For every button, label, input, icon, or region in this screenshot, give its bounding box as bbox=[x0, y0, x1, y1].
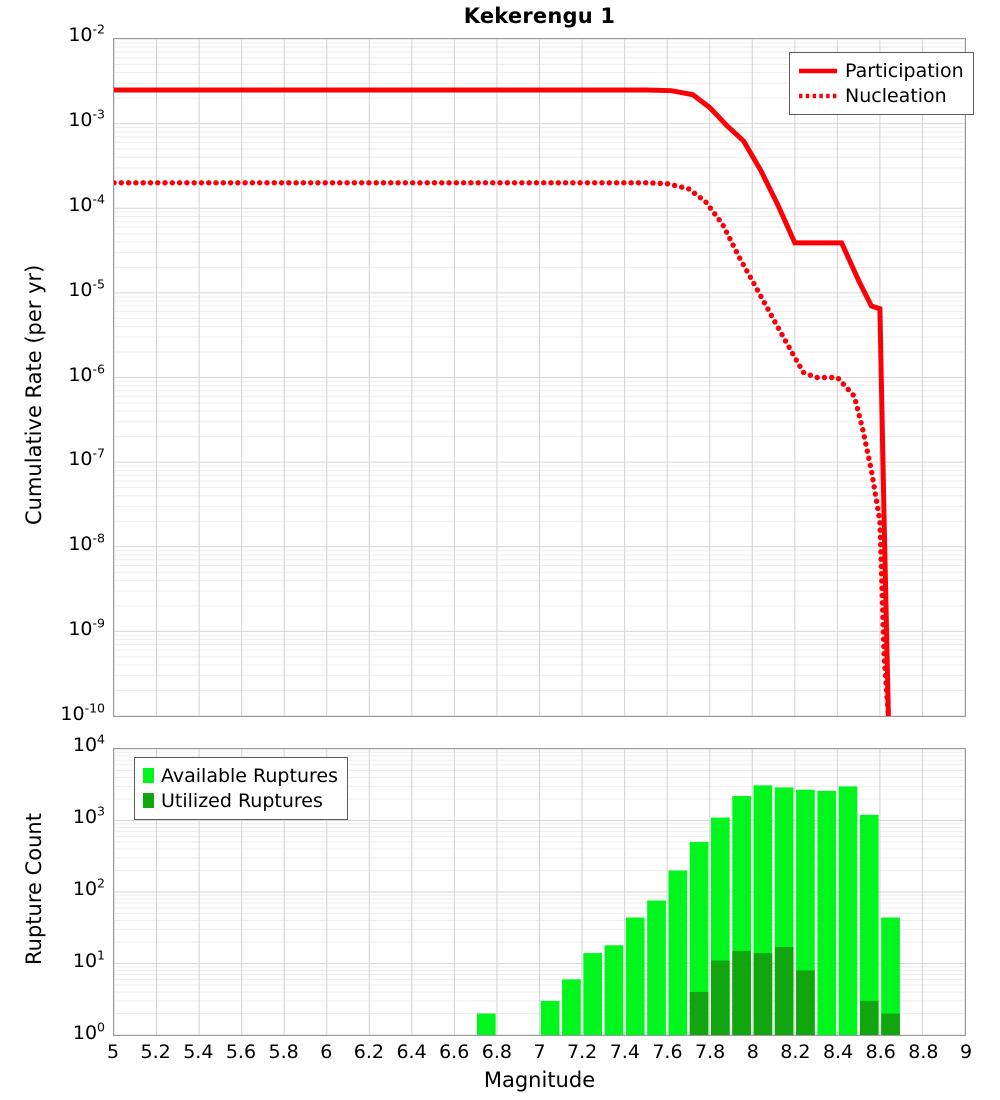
y-tick-label-bottom: 103 bbox=[72, 803, 105, 828]
bar-available-ruptures bbox=[817, 790, 837, 1035]
legend-cumulative-rate: Participation Nucleation bbox=[789, 52, 974, 115]
y-tick-label-bottom: 102 bbox=[72, 875, 105, 900]
bar-available-ruptures bbox=[476, 1013, 496, 1035]
x-tick-label: 8 bbox=[746, 1041, 759, 1063]
x-tick-label: 8.4 bbox=[822, 1041, 854, 1063]
y-tick-label-top: 10-6 bbox=[68, 361, 105, 386]
y-axis-label-top: Cumulative Rate (per yr) bbox=[22, 264, 46, 525]
y-tick-label-top: 10-4 bbox=[68, 191, 105, 216]
x-tick-label: 6.8 bbox=[481, 1041, 512, 1063]
legend-label-utilized-ruptures: Utilized Ruptures bbox=[161, 789, 323, 812]
x-tick-label: 8.8 bbox=[908, 1041, 939, 1063]
series-line-participation bbox=[114, 87, 891, 716]
y-tick-label-top: 10-3 bbox=[68, 106, 105, 131]
x-tick-label: 7.6 bbox=[652, 1041, 683, 1063]
y-tick-label-top: 10-2 bbox=[68, 21, 105, 46]
y-tick-label-bottom: 104 bbox=[72, 731, 105, 756]
cumulative-rate-plot bbox=[113, 38, 966, 717]
bar-utilized-ruptures bbox=[859, 1000, 879, 1035]
available-ruptures-swatch-icon bbox=[143, 768, 154, 783]
legend-label-nucleation: Nucleation bbox=[845, 84, 947, 107]
y-tick-label-top: 10-10 bbox=[60, 700, 105, 725]
bar-utilized-ruptures bbox=[774, 947, 794, 1035]
x-tick-label: 8.2 bbox=[780, 1041, 811, 1063]
bar-utilized-ruptures bbox=[881, 1013, 900, 1035]
bar-available-ruptures bbox=[604, 945, 624, 1035]
bar-available-ruptures bbox=[668, 870, 688, 1035]
bar-available-ruptures bbox=[859, 814, 879, 1035]
bar-utilized-ruptures bbox=[753, 953, 773, 1035]
participation-line-icon bbox=[799, 68, 837, 73]
series-line-nucleation bbox=[114, 180, 892, 716]
x-tick-label: 5.8 bbox=[268, 1041, 299, 1063]
x-tick-label: 5 bbox=[106, 1041, 120, 1063]
cumulative-rate-svg bbox=[114, 39, 965, 716]
legend-label-available-ruptures: Available Ruptures bbox=[161, 764, 338, 787]
legend-item-utilized-ruptures[interactable]: Utilized Ruptures bbox=[143, 788, 338, 813]
legend-item-participation[interactable]: Participation bbox=[798, 58, 964, 83]
x-axis-label: Magnitude bbox=[483, 1068, 596, 1092]
legend-item-nucleation[interactable]: Nucleation bbox=[798, 83, 964, 108]
bar-available-ruptures bbox=[647, 900, 666, 1035]
bar-available-ruptures bbox=[540, 1000, 560, 1035]
x-tick-label: 6.4 bbox=[396, 1041, 427, 1063]
bar-available-ruptures bbox=[625, 917, 645, 1035]
x-tick-label: 5.4 bbox=[183, 1041, 214, 1063]
bar-utilized-ruptures bbox=[796, 970, 815, 1035]
bar-utilized-ruptures bbox=[710, 960, 730, 1035]
y-tick-label-bottom: 101 bbox=[72, 947, 105, 972]
x-tick-label: 9 bbox=[959, 1041, 973, 1063]
x-tick-label: 5.6 bbox=[225, 1041, 257, 1063]
y-tick-label-top: 10-7 bbox=[68, 446, 105, 471]
y-tick-label-top: 10-5 bbox=[68, 276, 105, 301]
y-tick-label-bottom: 100 bbox=[72, 1019, 105, 1044]
x-tick-label: 8.6 bbox=[865, 1041, 896, 1063]
bar-utilized-ruptures bbox=[689, 991, 709, 1035]
x-tick-label: 5.2 bbox=[140, 1041, 171, 1063]
rupture-count-plot bbox=[113, 748, 966, 1036]
legend-item-available-ruptures[interactable]: Available Ruptures bbox=[143, 763, 338, 788]
x-tick-label: 7.2 bbox=[567, 1041, 598, 1063]
x-tick-label: 6 bbox=[320, 1041, 333, 1063]
bar-available-ruptures bbox=[583, 953, 603, 1035]
x-tick-label: 6.2 bbox=[353, 1041, 384, 1063]
x-tick-label: 7 bbox=[533, 1041, 546, 1063]
bar-available-ruptures bbox=[562, 979, 581, 1035]
bar-available-ruptures bbox=[881, 917, 900, 1035]
bar-available-ruptures bbox=[838, 786, 858, 1035]
legend-label-participation: Participation bbox=[845, 59, 964, 82]
bar-utilized-ruptures bbox=[732, 950, 751, 1035]
bar-available-ruptures bbox=[689, 842, 709, 1035]
x-tick-label: 7.8 bbox=[694, 1041, 726, 1063]
utilized-ruptures-swatch-icon bbox=[143, 793, 154, 808]
legend-rupture-count: Available Ruptures Utilized Ruptures bbox=[134, 757, 348, 820]
y-tick-label-top: 10-8 bbox=[68, 530, 105, 556]
y-tick-label-top: 10-9 bbox=[68, 615, 105, 641]
nucleation-line-icon bbox=[799, 93, 837, 98]
x-tick-label: 7.4 bbox=[609, 1041, 640, 1063]
page-title: Kekerengu 1 bbox=[463, 4, 616, 28]
x-tick-label: 6.6 bbox=[439, 1041, 470, 1063]
